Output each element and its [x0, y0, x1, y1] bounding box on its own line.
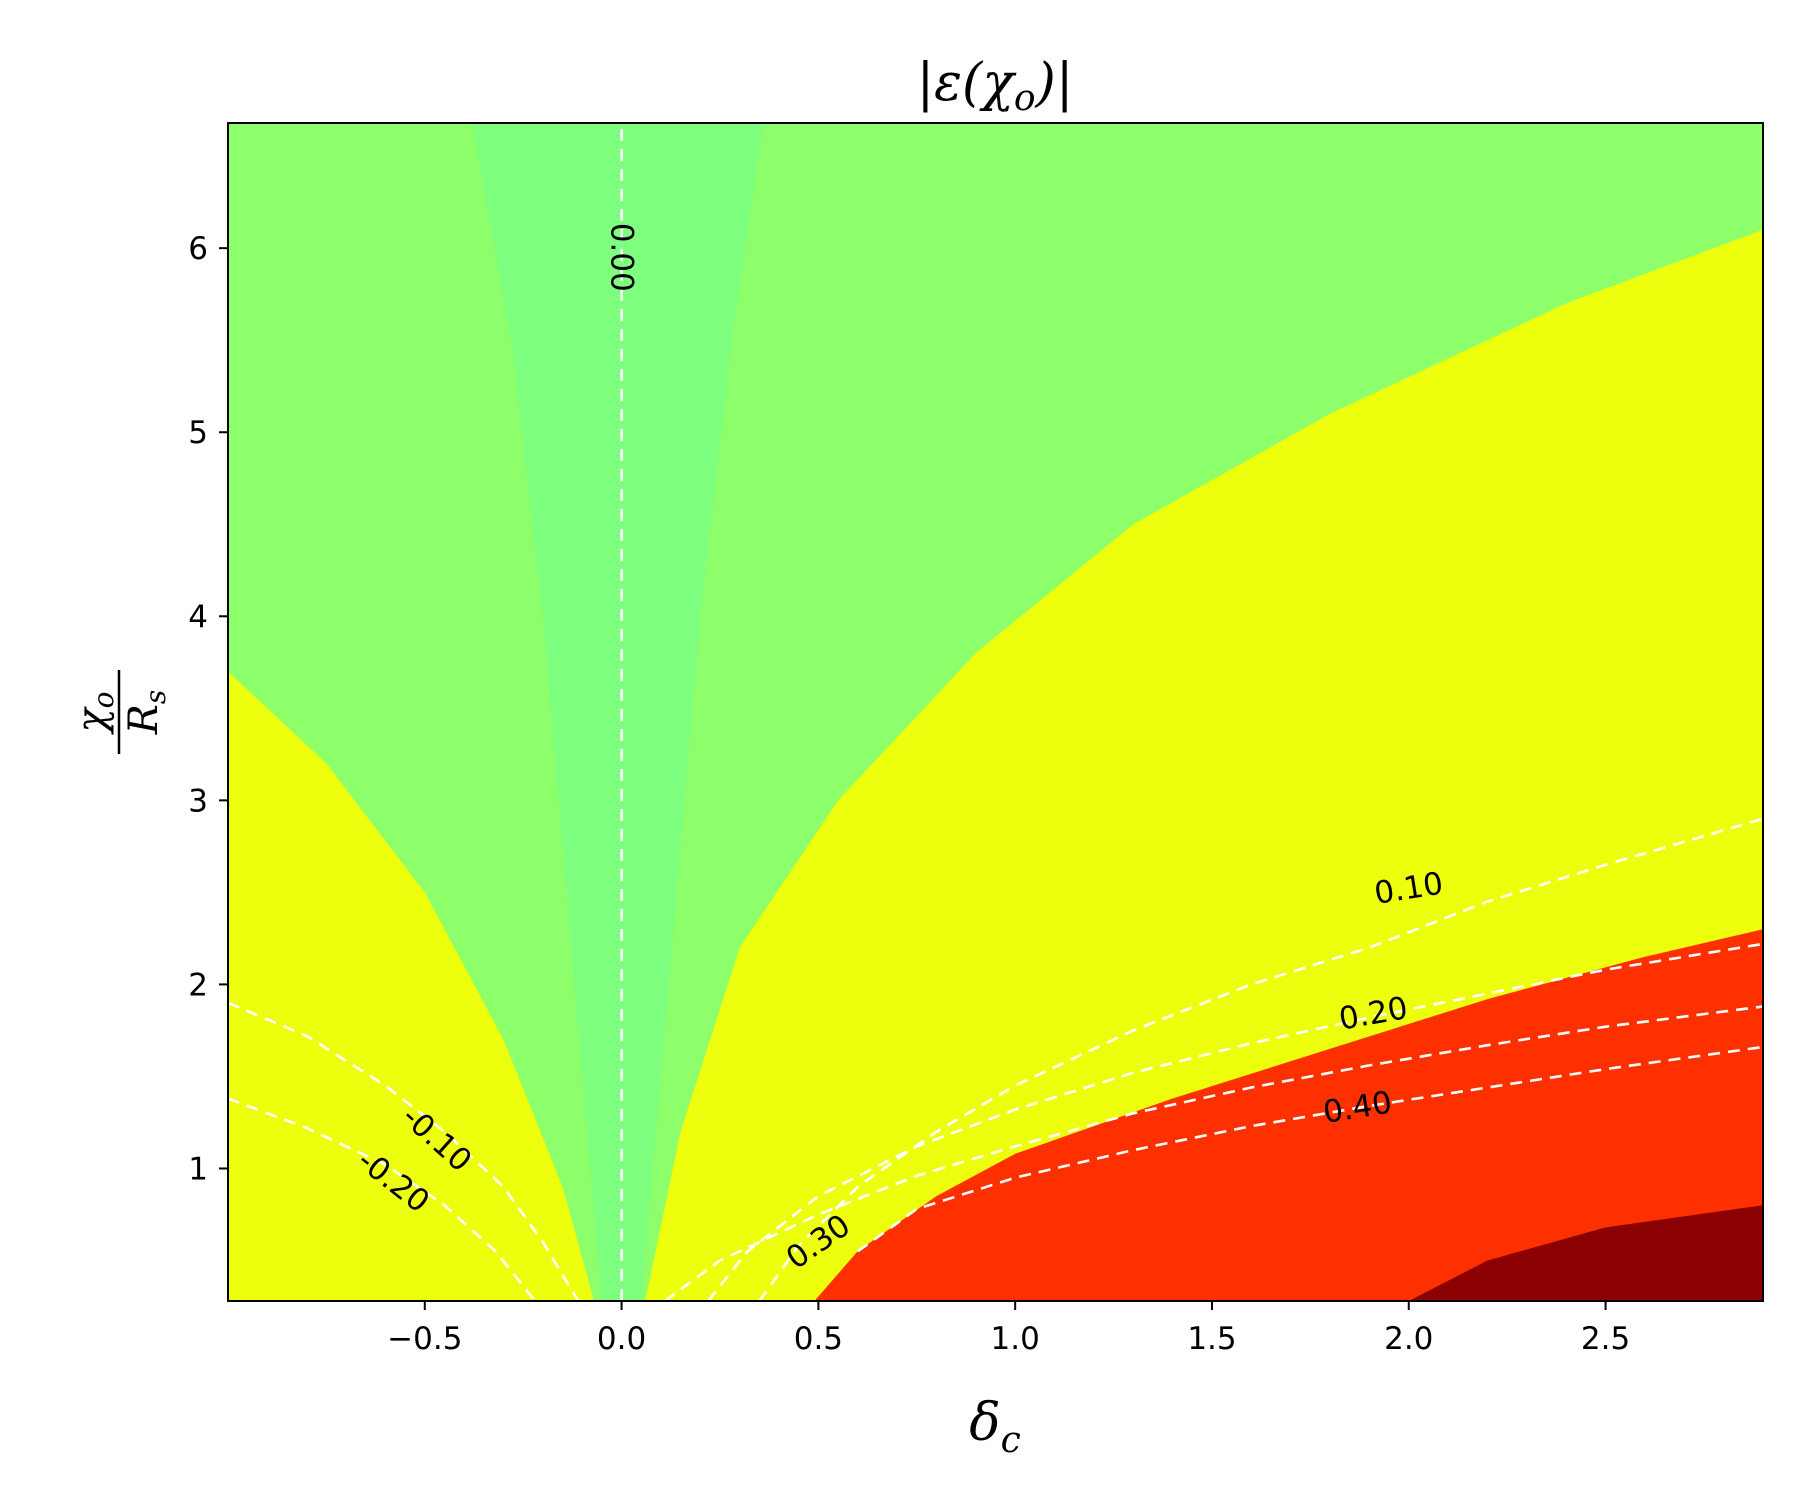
- region-yellow-left: [228, 671, 594, 1301]
- filled-contours: [228, 123, 1763, 1301]
- contour-line--0.10: [228, 1001, 580, 1301]
- contour-line-0.20: [707, 942, 1763, 1301]
- y-axis-label: χo Rs: [69, 670, 172, 754]
- y-tick-label: 4: [188, 599, 208, 635]
- svg-text:Rs: Rs: [121, 690, 172, 736]
- chart-title: |ε(χo)|: [917, 53, 1074, 119]
- contour-line-0.30: [664, 1005, 1763, 1301]
- y-tick-label: 3: [188, 783, 208, 819]
- contour-lines: [228, 123, 1763, 1301]
- x-axis-ticks: −0.5 0.0 0.5 1.0 1.5 2.0 2.5: [387, 1301, 1630, 1357]
- x-tick-label: 2.5: [1581, 1321, 1630, 1357]
- region-darkred: [1408, 1205, 1763, 1301]
- plot-frame: [227, 122, 1764, 1302]
- x-axis-label: δc: [969, 1393, 1020, 1461]
- region-light-green-core: [472, 123, 764, 1301]
- region-red: [814, 929, 1763, 1301]
- contour-line-0.10: [758, 817, 1763, 1301]
- x-tick-label: 1.0: [991, 1321, 1040, 1357]
- x-tick-label: 2.0: [1384, 1321, 1433, 1357]
- x-tick-label: 0.0: [597, 1321, 646, 1357]
- y-tick-label: 1: [188, 1151, 208, 1187]
- svg-text:χo: χo: [69, 691, 120, 735]
- contour-line--0.20: [228, 1097, 537, 1301]
- contour-line-0.40: [856, 1045, 1763, 1253]
- y-tick-label: 5: [188, 415, 208, 451]
- y-tick-label: 2: [188, 967, 208, 1003]
- y-axis-ticks: 1 2 3 4 5 6: [188, 231, 228, 1187]
- y-tick-label: 6: [188, 231, 208, 267]
- x-tick-label: 1.5: [1187, 1321, 1236, 1357]
- x-tick-label: −0.5: [387, 1321, 462, 1357]
- contour-label-0.00: 0.00: [604, 223, 640, 292]
- x-tick-label: 0.5: [794, 1321, 843, 1357]
